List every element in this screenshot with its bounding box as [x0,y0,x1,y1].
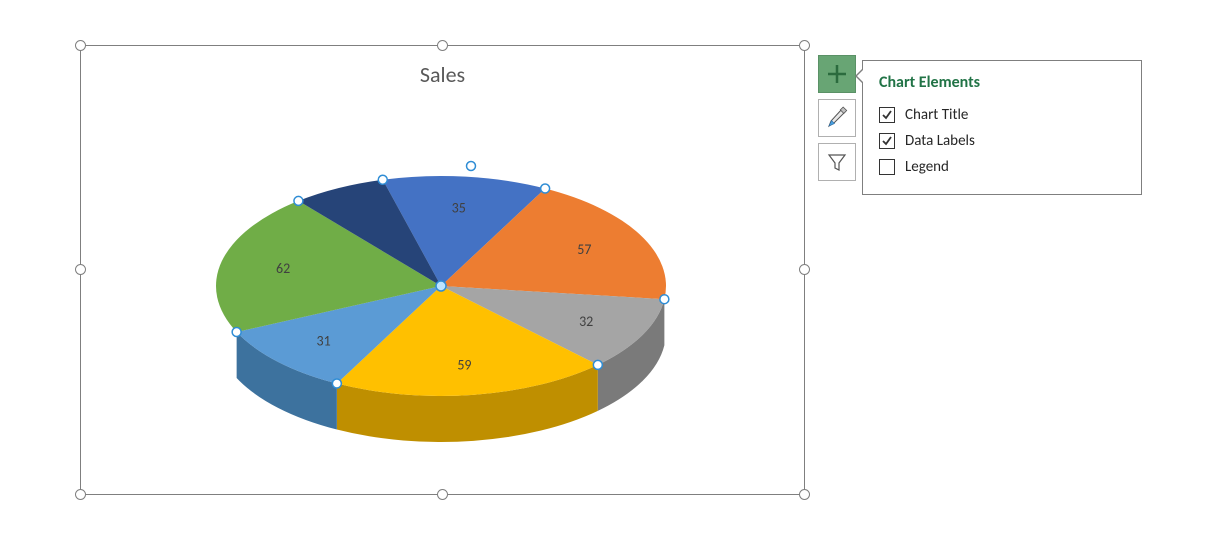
popup-item-label: Data Labels [905,132,975,150]
plot-area-handle[interactable] [378,175,387,184]
data-label[interactable]: 57 [577,241,591,258]
resize-handle-sw[interactable] [75,489,86,500]
chart-elements-button[interactable] [818,55,856,93]
plot-area-handle[interactable] [541,184,550,193]
chart-side-buttons [818,55,856,181]
chart-title[interactable]: Sales [81,61,804,88]
resize-handle-n[interactable] [437,40,448,51]
data-label[interactable]: 59 [457,356,471,373]
checkbox-chart-title[interactable] [879,107,895,123]
plot-area-handle[interactable] [232,328,241,337]
chart-styles-button[interactable] [818,99,856,137]
plot-area-handle[interactable] [660,295,669,304]
chart-object-frame[interactable]: Sales 35 57 32 59 31 62 [80,45,805,495]
chart-elements-popup: Chart Elements Chart Title Data Labels Leg… [862,60,1142,195]
plot-area-handle[interactable] [294,196,303,205]
popup-item-label: Chart Title [905,106,968,124]
resize-handle-ne[interactable] [799,40,810,51]
resize-handle-e[interactable] [799,264,810,275]
plot-area-handle[interactable] [593,360,602,369]
popup-item-legend[interactable]: Legend [879,154,1125,180]
plot-area-handle-center[interactable] [436,281,446,291]
resize-handle-se[interactable] [799,489,810,500]
popup-item-label: Legend [905,158,949,176]
popup-item-chart-title[interactable]: Chart Title [879,102,1125,128]
data-label[interactable]: 32 [579,313,593,330]
plot-area-handle[interactable] [467,162,476,171]
checkbox-data-labels[interactable] [879,133,895,149]
data-label[interactable]: 31 [317,333,331,350]
data-label[interactable]: 35 [452,199,466,216]
resize-handle-s[interactable] [437,489,448,500]
popup-pointer-fill [857,70,863,82]
resize-handle-w[interactable] [75,264,86,275]
popup-item-data-labels[interactable]: Data Labels [879,128,1125,154]
resize-handle-nw[interactable] [75,40,86,51]
data-label[interactable]: 62 [276,260,290,277]
checkbox-legend[interactable] [879,159,895,175]
popup-title: Chart Elements [879,73,1125,92]
plot-area-handle[interactable] [332,379,341,388]
pie-chart[interactable]: 35 57 32 59 31 62 [211,156,671,476]
chart-filters-button[interactable] [818,143,856,181]
